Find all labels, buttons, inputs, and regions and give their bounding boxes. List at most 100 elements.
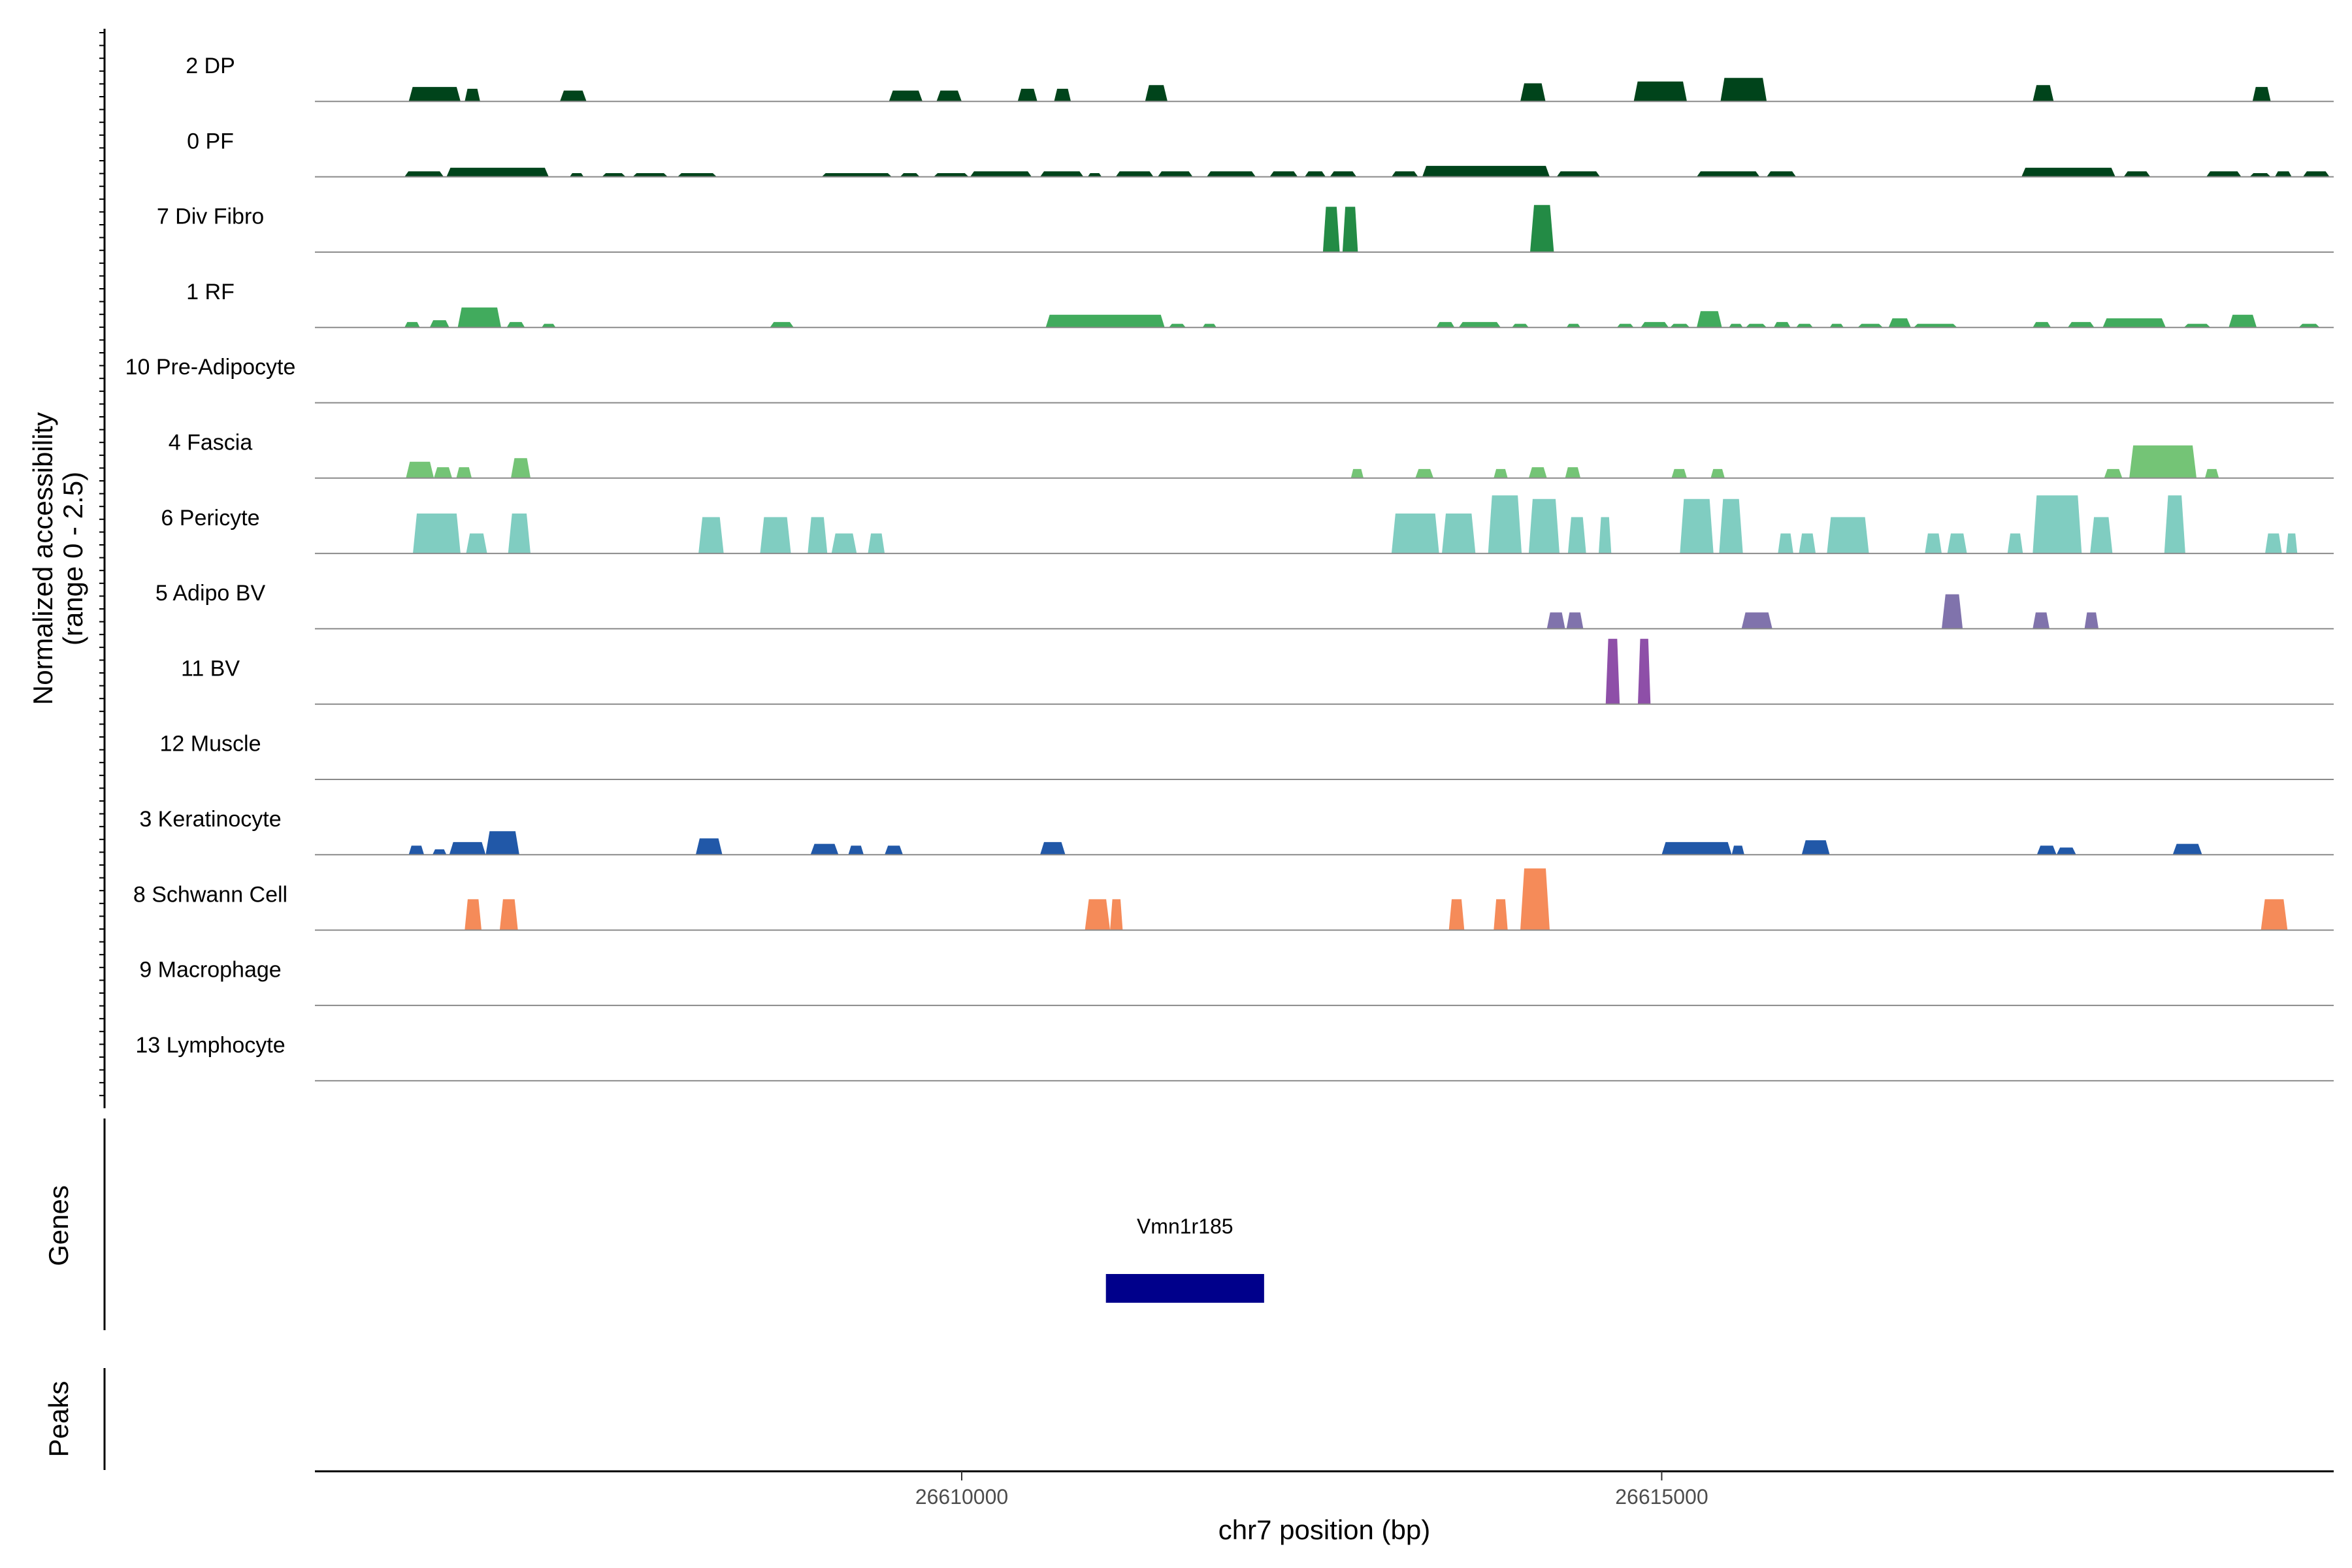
peak-6-pericyte xyxy=(1827,517,1869,554)
peak-6-pericyte xyxy=(760,517,791,554)
track-8-schwann-cell: 8 Schwann Cell xyxy=(133,868,2334,931)
peak-6-pericyte xyxy=(2164,495,2185,554)
peak-6-pericyte xyxy=(2033,495,2082,554)
peak-1-rf xyxy=(1796,323,1813,328)
x-axis-label: chr7 position (bp) xyxy=(1218,1514,1431,1545)
peak-4-fascia xyxy=(2104,468,2123,478)
track-2-dp: 2 DP xyxy=(186,54,2334,103)
peak-5-adipo-bv xyxy=(1942,594,1963,629)
peak-1-rf xyxy=(2067,321,2095,328)
tracks-layer: 2 DP 0 PF 7 Div Fibro 1 RF 10 Pre-Adipocyte 4… xyxy=(125,54,2334,1082)
y-axis-label: Normalized accessibility(range 0 - 2.5) xyxy=(27,412,88,705)
peak-6-pericyte xyxy=(1680,498,1714,554)
peak-5-adipo-bv xyxy=(2084,612,2099,629)
peak-8-schwann-cell xyxy=(1110,899,1123,930)
track-label: 0 PF xyxy=(187,129,234,154)
peak-8-schwann-cell xyxy=(2261,899,2288,930)
peak-4-fascia xyxy=(511,458,531,478)
peak-7-div-fibro xyxy=(1530,204,1554,252)
peak-6-pericyte xyxy=(831,533,857,554)
peak-6-pericyte xyxy=(1391,514,1439,554)
peak-1-rf xyxy=(1670,323,1690,328)
y-axis-label-line2: (range 0 - 2.5) xyxy=(57,472,88,645)
peak-1-rf xyxy=(2298,323,2320,328)
peak-3-keratinocyte xyxy=(485,831,519,855)
peak-4-fascia xyxy=(2204,468,2219,478)
peak-5-adipo-bv xyxy=(2033,612,2050,629)
track-0-pf: 0 PF xyxy=(187,129,2334,178)
peak-1-rf xyxy=(1512,323,1529,328)
peak-1-rf xyxy=(1888,318,1911,328)
peak-1-rf xyxy=(2183,323,2211,328)
peak-7-div-fibro xyxy=(1322,206,1340,252)
peak-4-fascia xyxy=(1528,467,1547,478)
peak-11-bv xyxy=(1638,638,1651,704)
peak-3-keratinocyte xyxy=(848,845,864,855)
peak-2-dp xyxy=(408,87,461,102)
peak-4-fascia xyxy=(1710,468,1725,478)
peak-1-rf xyxy=(1746,323,1767,328)
peak-0-pf xyxy=(1087,173,1102,177)
peak-3-keratinocyte xyxy=(885,845,903,855)
peak-1-rf xyxy=(1436,321,1455,328)
peak-3-keratinocyte xyxy=(449,841,486,855)
peak-4-fascia xyxy=(2129,445,2197,478)
peak-6-pericyte xyxy=(1947,533,1967,554)
peak-0-pf xyxy=(1269,171,1298,177)
peak-0-pf xyxy=(900,173,920,177)
peak-8-schwann-cell xyxy=(499,899,518,930)
peak-0-pf xyxy=(821,173,892,177)
track-9-macrophage: 9 Macrophage xyxy=(139,958,2334,1006)
peak-1-rf xyxy=(542,323,556,328)
peak-3-keratinocyte xyxy=(810,843,839,855)
peak-6-pericyte xyxy=(808,517,828,554)
peak-0-pf xyxy=(2302,171,2330,177)
peak-0-pf xyxy=(1330,171,1357,177)
track-10-pre-adipocyte: 10 Pre-Adipocyte xyxy=(125,355,2334,404)
peak-1-rf xyxy=(1857,323,1883,328)
peak-2-dp xyxy=(1633,81,1687,102)
peak-1-rf xyxy=(1616,323,1634,328)
peak-6-pericyte xyxy=(1799,533,1816,554)
peak-6-pericyte xyxy=(1925,533,1942,554)
peak-0-pf xyxy=(970,171,1032,177)
peak-1-rf xyxy=(1169,323,1186,328)
peak-6-pericyte xyxy=(1719,498,1743,554)
peak-1-rf xyxy=(1914,323,1957,328)
peak-0-pf xyxy=(1040,171,1084,177)
peak-1-rf xyxy=(1829,323,1844,328)
peak-0-pf xyxy=(1305,171,1326,177)
track-label: 5 Adipo BV xyxy=(155,581,266,606)
peak-6-pericyte xyxy=(466,533,487,554)
peak-6-pericyte xyxy=(1599,517,1612,554)
peak-6-pericyte xyxy=(2007,533,2023,554)
peak-0-pf xyxy=(2275,171,2292,177)
peak-1-rf xyxy=(1566,323,1581,328)
peak-8-schwann-cell xyxy=(1085,899,1111,930)
peak-1-rf xyxy=(506,321,525,328)
x-axis-tick-label: 26610000 xyxy=(915,1485,1008,1509)
peak-0-pf xyxy=(1697,171,1760,177)
peak-6-pericyte xyxy=(868,533,885,554)
peak-2-dp xyxy=(889,90,923,102)
peak-0-pf xyxy=(1556,171,1601,177)
peak-5-adipo-bv xyxy=(1566,612,1584,629)
track-label: 4 Fascia xyxy=(169,431,253,455)
gene-bar xyxy=(1105,1274,1264,1303)
peak-8-schwann-cell xyxy=(465,899,482,930)
peak-0-pf xyxy=(678,173,717,177)
peak-1-rf xyxy=(1202,323,1217,328)
peak-2-dp xyxy=(1720,78,1767,102)
peak-6-pericyte xyxy=(413,514,461,554)
peak-0-pf xyxy=(2249,173,2271,177)
peak-0-pf xyxy=(446,167,549,177)
peak-1-rf xyxy=(1641,321,1669,328)
track-4-fascia: 4 Fascia xyxy=(169,431,2334,479)
peak-7-div-fibro xyxy=(1342,206,1358,252)
genes-panel-label: Genes xyxy=(43,1185,74,1266)
peak-3-keratinocyte xyxy=(2056,847,2076,855)
peak-1-rf xyxy=(1045,314,1165,328)
peak-11-bv xyxy=(1605,638,1620,704)
peak-3-keratinocyte xyxy=(1801,840,1830,855)
